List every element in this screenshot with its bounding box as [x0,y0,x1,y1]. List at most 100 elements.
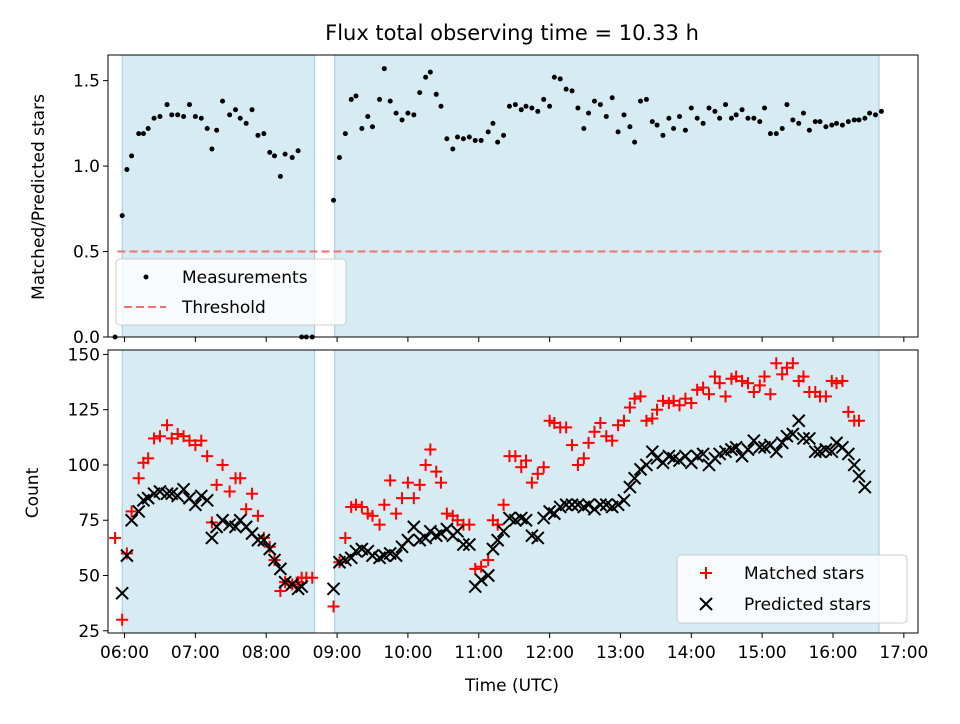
measurement-point [654,122,660,128]
measurement-point [433,91,439,97]
predicted-star-point [786,427,800,441]
measurement-point [233,107,239,113]
matched-star-point [582,436,595,449]
matched-star-point [623,401,636,414]
measurement-point [438,103,444,109]
matched-star-point [776,368,789,381]
matched-star-point [640,414,653,427]
matched-star-point [349,498,362,511]
matched-star-point [109,531,122,544]
measurement-point [198,115,204,121]
measurement-point [671,125,677,131]
matched-star-point [770,357,783,370]
matched-star-point [577,452,590,465]
matched-star-point [246,487,259,500]
x-tick-label: 10:00 [383,643,432,663]
predicted-star-point [462,537,477,552]
measurement-point [867,110,873,116]
measurement-point [501,132,507,138]
predicted-star-point [741,442,755,457]
legend-threshold-label: Threshold [181,298,266,318]
measurement-point [518,107,524,113]
measurement-point [851,117,857,123]
bottom-y-axis-label: Count [23,467,43,518]
matched-star-point [531,467,544,480]
measurement-point [129,153,135,159]
measurement-point [839,122,845,128]
matched-star-point [482,554,495,567]
measurement-point [490,120,496,126]
measurement-point [377,96,383,102]
measurement-point [862,115,868,121]
predicted-star-point [124,513,139,527]
matched-star-point [830,377,843,390]
top-legend-box [115,258,347,326]
measurement-point [603,114,609,120]
measurement-point [779,125,785,131]
measurement-point [151,115,157,121]
predicted-star-point [645,444,660,459]
matched-star-point [497,498,510,511]
predicted-star-point [796,431,811,446]
measurement-point [529,105,535,111]
measurement-point [119,213,125,219]
measurement-point [271,153,277,159]
matched-star-point [836,374,849,387]
measurement-point [834,120,840,126]
measurement-point [220,98,226,104]
matched-star-point [434,476,447,489]
measurement-point [140,131,146,137]
matched-star-point [419,458,432,471]
matched-star-point [842,405,855,418]
matched-star-point [786,357,799,370]
matched-star-point [628,392,641,405]
matched-star-point [852,414,865,427]
matched-star-point [424,443,437,456]
measurement-point [739,107,745,113]
matched-star-point [594,416,607,429]
matched-star-point [396,492,409,505]
measurement-point [393,110,399,116]
matched-star-point [656,394,669,407]
x-tick-label: 08:00 [242,643,291,663]
measurement-point [444,136,450,142]
matched-star-point [651,403,664,416]
predicted-star-point [176,482,191,496]
measurement-point [676,114,682,120]
measurement-point [277,173,283,179]
x-tick-label: 13:00 [596,643,645,663]
matched-star-point [691,383,704,396]
measurement-point [369,124,375,130]
matched-star-point [125,505,138,518]
matched-star-point [251,509,264,522]
measurement-point [295,148,301,154]
measurement-point [169,112,175,118]
measurement-point [136,131,142,137]
matched-star-point [571,458,584,471]
matched-star-point [378,498,391,511]
x-tick-label: 12:00 [525,643,574,663]
x-tick-label: 07:00 [171,643,220,663]
top-y-axis-label: Matched/Predicted stars [29,94,49,300]
predicted-star-point [829,436,844,450]
measurement-point [621,112,627,118]
matched-star-point [519,454,532,467]
measurement-point [175,112,181,118]
predicted-star-point [120,548,134,563]
measurement-point [495,139,501,145]
measurement-point [164,102,170,108]
matched-star-point [216,458,229,471]
measurement-point [773,131,779,137]
matched-star-point [566,439,579,452]
measurement-point [427,69,433,75]
measurement-point [466,134,472,140]
predicted-star-point [769,444,784,459]
matched-star-point [819,390,832,403]
measurement-point [856,117,862,123]
matched-star-point [747,386,760,399]
matched-star-point [703,388,716,401]
top-panel: 0.0 0.5 1.0 1.5 [73,54,919,348]
matched-star-point [120,547,133,560]
matched-star-point [210,478,223,491]
measurement-point [450,146,456,152]
